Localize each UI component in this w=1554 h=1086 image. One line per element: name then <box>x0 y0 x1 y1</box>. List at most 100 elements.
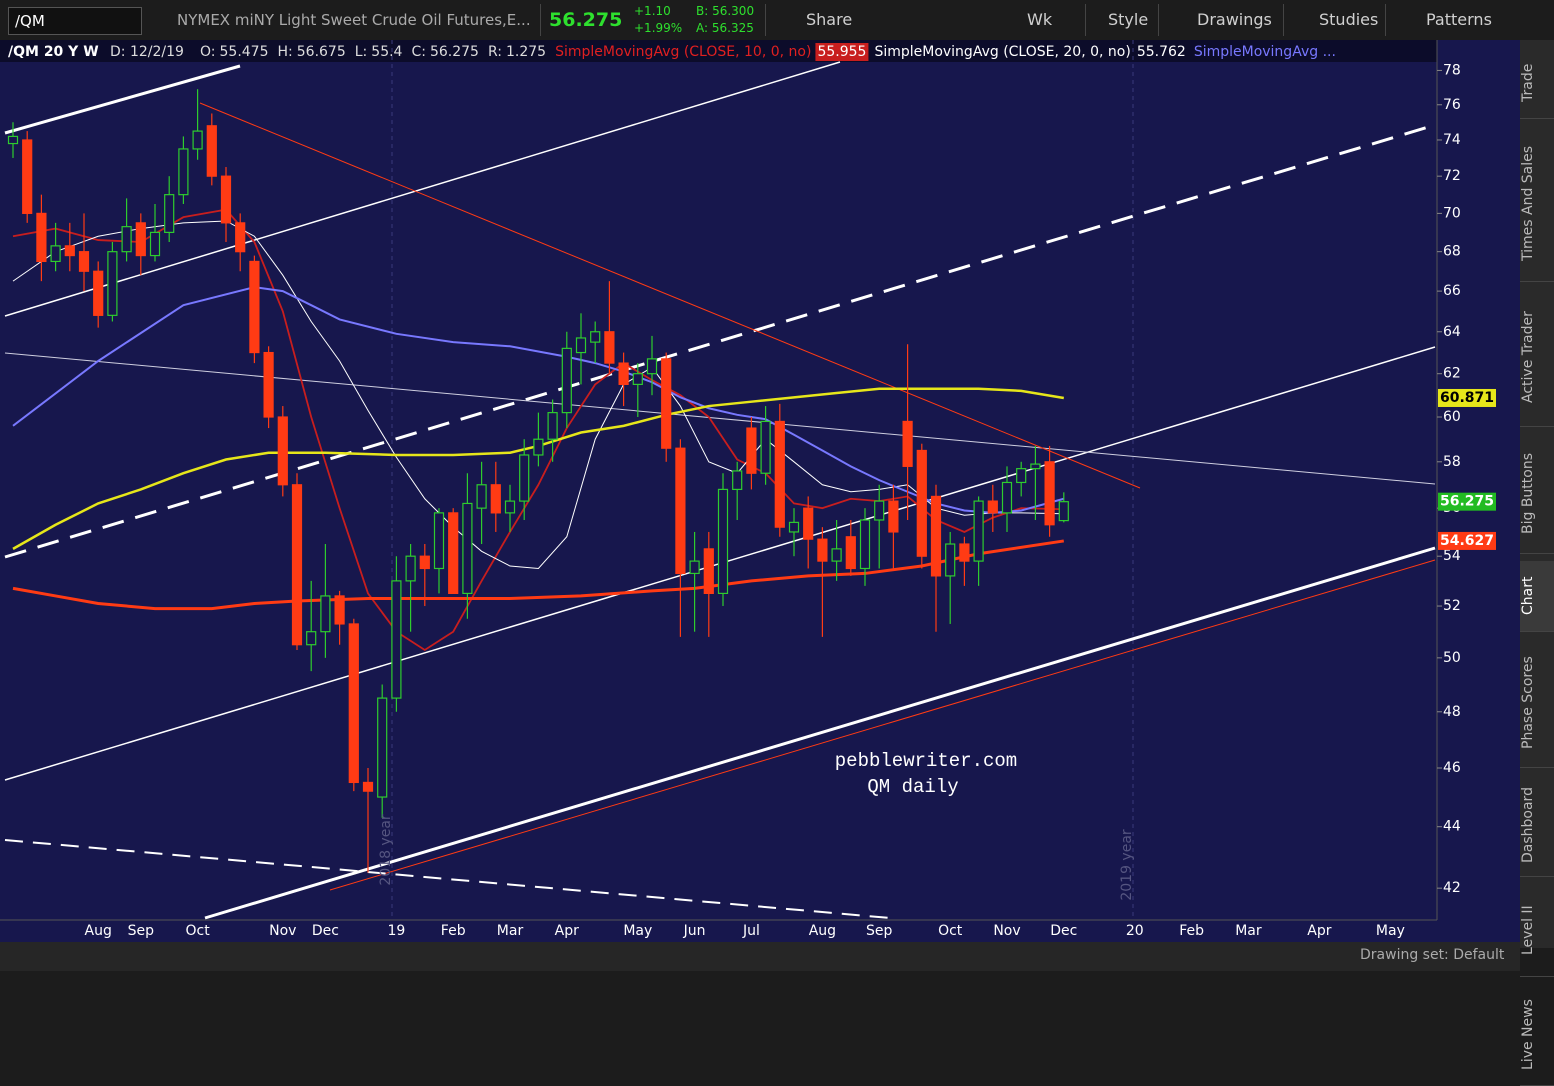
sidebar-tab[interactable]: Phase Scores <box>1520 639 1554 768</box>
symbol-input[interactable]: /QM <box>8 7 142 35</box>
moving-average <box>12 387 1065 550</box>
info-text: H: <box>278 44 293 60</box>
info-text: 56.275 <box>430 44 479 60</box>
share-button[interactable]: Share <box>806 10 853 29</box>
candle-body <box>149 231 161 257</box>
sidebar-tab[interactable]: Live News <box>1520 984 1554 1086</box>
y-tick-label: 64 <box>1443 324 1461 340</box>
sidebar-tab[interactable]: Active Trader <box>1520 289 1554 427</box>
separator <box>1283 4 1284 36</box>
studies-button[interactable]: Studies <box>1319 10 1379 29</box>
trend-line <box>199 102 1141 489</box>
candle-body <box>973 500 984 562</box>
x-tick-label: Oct <box>185 923 210 939</box>
patterns-button[interactable]: Patterns <box>1426 10 1492 29</box>
candle-body <box>916 449 927 557</box>
value-background <box>815 43 869 61</box>
x-tick-label: May <box>623 923 652 939</box>
candle-body <box>22 139 33 214</box>
info-text: SimpleMovingAvg (CLOSE, 10, 0, no) <box>555 44 811 60</box>
drawings <box>4 40 1436 920</box>
candle-body <box>50 245 61 263</box>
candle-body <box>689 560 700 575</box>
price-badge-label: 60.871 <box>1440 390 1494 406</box>
change-pct: +1.99% <box>634 21 683 35</box>
y-tick-label: 44 <box>1443 819 1461 835</box>
candle-body <box>803 507 814 540</box>
candle-body <box>135 222 146 257</box>
candle-body <box>930 495 942 577</box>
candle-body <box>703 548 714 595</box>
trend-line <box>4 123 1436 559</box>
x-tick-label: Dec <box>312 923 339 939</box>
candle-body <box>462 502 473 595</box>
candle-body <box>78 251 90 272</box>
y-tick-label: 62 <box>1443 366 1461 382</box>
trend-line <box>329 559 1436 891</box>
candle-body <box>7 135 19 145</box>
candle-body <box>334 595 345 625</box>
candle-body <box>831 548 842 562</box>
x-tick-label: Dec <box>1050 923 1077 939</box>
x-tick-label: Apr <box>555 923 579 939</box>
x-tick-label: Feb <box>1179 923 1204 939</box>
candle-body <box>760 420 771 474</box>
style-button[interactable]: Style <box>1108 10 1149 29</box>
year-label: 2018 year <box>378 814 394 886</box>
x-tick-label: Apr <box>1307 923 1331 939</box>
y-tick-label: 58 <box>1443 454 1461 470</box>
candle-body <box>859 519 871 570</box>
separator <box>1158 4 1159 36</box>
info-symbol: /QM 20 Y W <box>8 44 99 60</box>
y-tick-label: 72 <box>1443 168 1461 184</box>
x-tick-label: 19 <box>387 923 405 939</box>
y-tick-label: 78 <box>1443 62 1461 78</box>
sidebar-tab[interactable]: Level II <box>1520 884 1554 977</box>
candle-body <box>945 543 956 577</box>
candle-body <box>93 270 104 316</box>
x-tick-label: Sep <box>866 923 893 939</box>
x-tick-label: Mar <box>1235 923 1262 939</box>
candle-body <box>604 331 615 364</box>
x-tick-label: May <box>1376 923 1405 939</box>
x-tick-label: Nov <box>269 923 296 939</box>
sidebar-tab[interactable]: Trade <box>1520 48 1554 119</box>
y-tick-label: 74 <box>1443 132 1461 148</box>
candle-body <box>774 420 785 528</box>
candle-body <box>206 125 217 177</box>
candle-body <box>192 130 203 150</box>
sidebar-tab[interactable]: Dashboard <box>1520 775 1554 877</box>
candle-body <box>362 781 374 792</box>
sidebar-tab[interactable]: Big Buttons <box>1520 434 1554 554</box>
chart: 42444648505254565860626466687072747678Au… <box>0 40 1520 942</box>
candle-body <box>788 521 800 533</box>
description: NYMEX miNY Light Sweet Crude Oil Futures… <box>177 11 531 29</box>
candle-body <box>476 484 487 509</box>
x-tick-label: Sep <box>128 923 155 939</box>
candle-body <box>178 148 189 196</box>
candle-body <box>547 412 558 440</box>
period-button[interactable]: Wk <box>1027 10 1053 29</box>
separator <box>540 4 541 36</box>
info-text: 55.762 <box>1137 44 1186 60</box>
candle-body <box>277 416 288 486</box>
candle-body <box>320 595 331 633</box>
candle-body <box>107 251 118 316</box>
candle-body <box>987 500 998 514</box>
y-tick-label: 54 <box>1443 548 1461 564</box>
candle-body <box>746 427 757 474</box>
candle-body <box>575 337 587 354</box>
y-tick-label: 60 <box>1443 409 1461 425</box>
y-tick-label: 48 <box>1443 704 1461 720</box>
separator <box>765 4 766 36</box>
sidebar-tab[interactable]: Chart <box>1520 561 1554 632</box>
sidebar-tab[interactable]: Times And Sales <box>1520 126 1554 282</box>
annotation: pebblewriter.com <box>835 750 1017 772</box>
sidebar: Trade Times And Sales Active Trader Big But… <box>1520 40 1554 1086</box>
drawings-button[interactable]: Drawings <box>1197 10 1272 29</box>
candle-body <box>902 420 913 467</box>
candle-body <box>1044 461 1055 526</box>
candle-body <box>249 260 260 354</box>
candle-body <box>291 484 303 646</box>
price-badge-label: 54.627 <box>1440 533 1494 549</box>
